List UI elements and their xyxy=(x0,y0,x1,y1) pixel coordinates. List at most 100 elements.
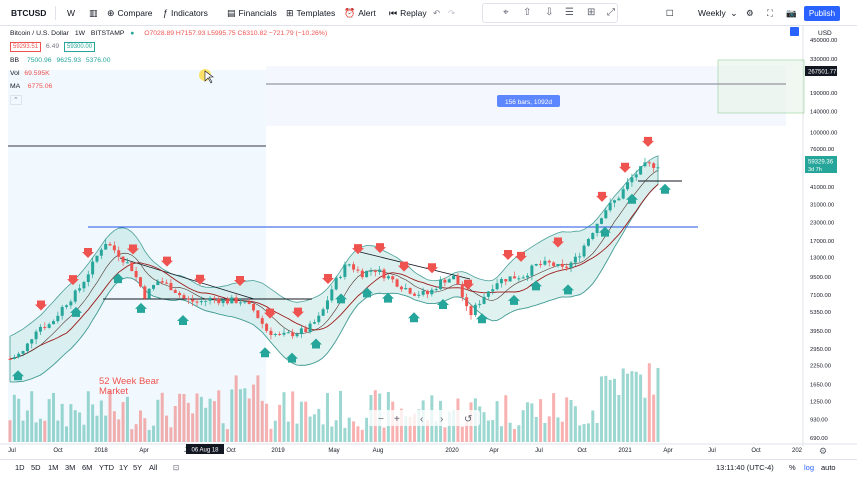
zoom-out-icon[interactable]: − xyxy=(378,414,384,425)
chart-style-button[interactable]: ▥ xyxy=(86,4,104,22)
candle-body-up xyxy=(243,301,247,303)
price-scale[interactable]: 450000.00330000.00260000.00190000.001400… xyxy=(810,38,837,442)
volume-bar xyxy=(317,408,321,442)
redo-button[interactable]: ↷ xyxy=(445,4,458,22)
volume-bar xyxy=(578,425,582,442)
fullscreen-icon: ⛶ xyxy=(767,8,773,18)
candle-body-up xyxy=(65,305,69,307)
lines-icon[interactable]: ☰ xyxy=(565,7,574,18)
candle-body-down xyxy=(426,290,430,295)
volume-bar xyxy=(312,414,316,442)
volume-bar xyxy=(130,429,134,442)
arrow-up-icon[interactable]: ⇧ xyxy=(523,7,532,18)
scroll-right-icon[interactable]: › xyxy=(440,414,443,425)
range-1m[interactable]: 1M xyxy=(48,463,59,472)
arrow-down-icon[interactable]: ⇩ xyxy=(545,7,554,18)
date-range-icon[interactable]: ⊡ xyxy=(173,463,180,472)
financials-icon: ▤ xyxy=(227,8,236,18)
snapshot-button[interactable]: 📷 xyxy=(783,4,800,22)
volume-bar xyxy=(434,421,438,442)
annotation-line-2[interactable]: Market xyxy=(99,386,128,397)
auto-toggle[interactable]: auto xyxy=(821,463,836,472)
long-position-box[interactable] xyxy=(717,59,805,114)
volume-bar xyxy=(138,410,142,442)
candle-body-up xyxy=(286,332,290,334)
candle-body-up xyxy=(12,357,16,360)
bb-basis: 7500.96 xyxy=(26,57,52,64)
collapse-legend-button[interactable]: ⌃ xyxy=(10,95,22,105)
range-5d[interactable]: 5D xyxy=(31,463,41,472)
templates-button[interactable]: ⊞ Templates xyxy=(283,4,338,22)
volume-bar xyxy=(225,429,229,442)
layout-button[interactable]: ☐ xyxy=(663,4,677,22)
drawing-tool-icon[interactable]: ⌖ xyxy=(503,7,509,18)
financials-button[interactable]: ▤ Financials xyxy=(224,4,280,22)
scroll-left-icon[interactable]: ‹ xyxy=(420,414,423,425)
top-toolbar: BTCUSD W ▥ ⊕ Compare ƒ Indicators ▤ Financi… xyxy=(0,0,857,26)
price-tick: 330000.00 xyxy=(810,57,837,63)
alert-label: Alert xyxy=(358,8,376,18)
candle-body-down xyxy=(547,260,551,263)
volume-bar xyxy=(360,429,364,442)
trend-line-2[interactable] xyxy=(359,251,471,280)
scale-mode-icon[interactable] xyxy=(790,27,799,36)
time-scale[interactable]: Jul Oct 2018 Apr Jul Oct 2019 May Aug 2020 Apr Jul O… xyxy=(8,448,803,454)
time-settings-icon[interactable]: ⚙ xyxy=(819,446,827,456)
percent-toggle[interactable]: % xyxy=(789,463,796,472)
candle-body-up xyxy=(526,275,530,278)
volume-bar xyxy=(460,426,464,442)
volume-bar xyxy=(339,390,343,442)
candle-body-up xyxy=(73,290,77,302)
range-6m[interactable]: 6M xyxy=(82,463,93,472)
sell-arrow-icon xyxy=(292,307,304,318)
log-toggle[interactable]: log xyxy=(804,463,815,472)
candle-body-up xyxy=(417,294,421,296)
range-3m[interactable]: 3M xyxy=(65,463,76,472)
volume-bar xyxy=(152,425,156,442)
undo-button[interactable]: ↶ xyxy=(430,4,443,22)
buy-price[interactable]: 59300.00 xyxy=(64,42,96,52)
grid-icon[interactable]: ⊞ xyxy=(587,7,596,18)
clock-time[interactable]: 13:11:40 (UTC-4) xyxy=(716,463,774,472)
settings-button[interactable]: ⚙ xyxy=(743,4,757,22)
buy-arrow-icon xyxy=(177,315,189,326)
vol-value: 69.595K xyxy=(24,70,50,77)
range-ytd[interactable]: YTD xyxy=(99,463,114,472)
symbol-search-button[interactable]: BTCUSD xyxy=(11,8,47,18)
sell-price[interactable]: 59293.51 xyxy=(10,42,42,52)
trend-line-1[interactable] xyxy=(119,257,255,300)
candle-body-down xyxy=(647,162,651,164)
volume-bar xyxy=(613,378,617,442)
expand-icon[interactable]: ⤢ xyxy=(607,7,615,18)
replay-button[interactable]: ⏮ Replay xyxy=(386,4,430,22)
fullscreen-button[interactable]: ⛶ xyxy=(764,4,776,22)
volume-bar xyxy=(182,394,186,442)
range-1y[interactable]: 1Y xyxy=(119,463,129,472)
candle-body-up xyxy=(599,218,603,224)
price-tick: 190000.00 xyxy=(810,91,837,97)
candle-body-down xyxy=(512,276,516,279)
range-all[interactable]: All xyxy=(149,463,158,472)
candle-body-up xyxy=(421,290,425,295)
candle-body-up xyxy=(608,202,612,211)
publish-button[interactable]: Publish xyxy=(804,6,840,21)
price-chart[interactable]: 156 bars, 1092d 52 Week Bear Market − + … xyxy=(0,26,857,485)
time-tick: 2021 xyxy=(618,448,632,454)
alert-button[interactable]: ⏰ Alert xyxy=(341,4,379,22)
candle-body-up xyxy=(208,297,212,301)
indicators-button[interactable]: ƒ Indicators xyxy=(160,4,211,22)
reset-icon[interactable]: ↺ xyxy=(464,414,472,425)
candle-body-down xyxy=(269,330,273,336)
volume-bar xyxy=(586,423,590,442)
compare-button[interactable]: ⊕ Compare xyxy=(104,4,156,22)
interval-button[interactable]: W xyxy=(67,8,76,18)
candle-body-up xyxy=(21,351,25,354)
sell-arrow-icon xyxy=(161,256,173,267)
zoom-in-icon[interactable]: + xyxy=(394,414,400,425)
timeframe-select[interactable]: Weekly ⌄ xyxy=(695,4,744,22)
sell-arrow-icon xyxy=(426,263,438,274)
range-5y[interactable]: 5Y xyxy=(133,463,143,472)
range-1d[interactable]: 1D xyxy=(15,463,25,472)
candle-body-up xyxy=(30,339,34,344)
annotation-line-1[interactable]: 52 Week Bear xyxy=(99,376,159,387)
